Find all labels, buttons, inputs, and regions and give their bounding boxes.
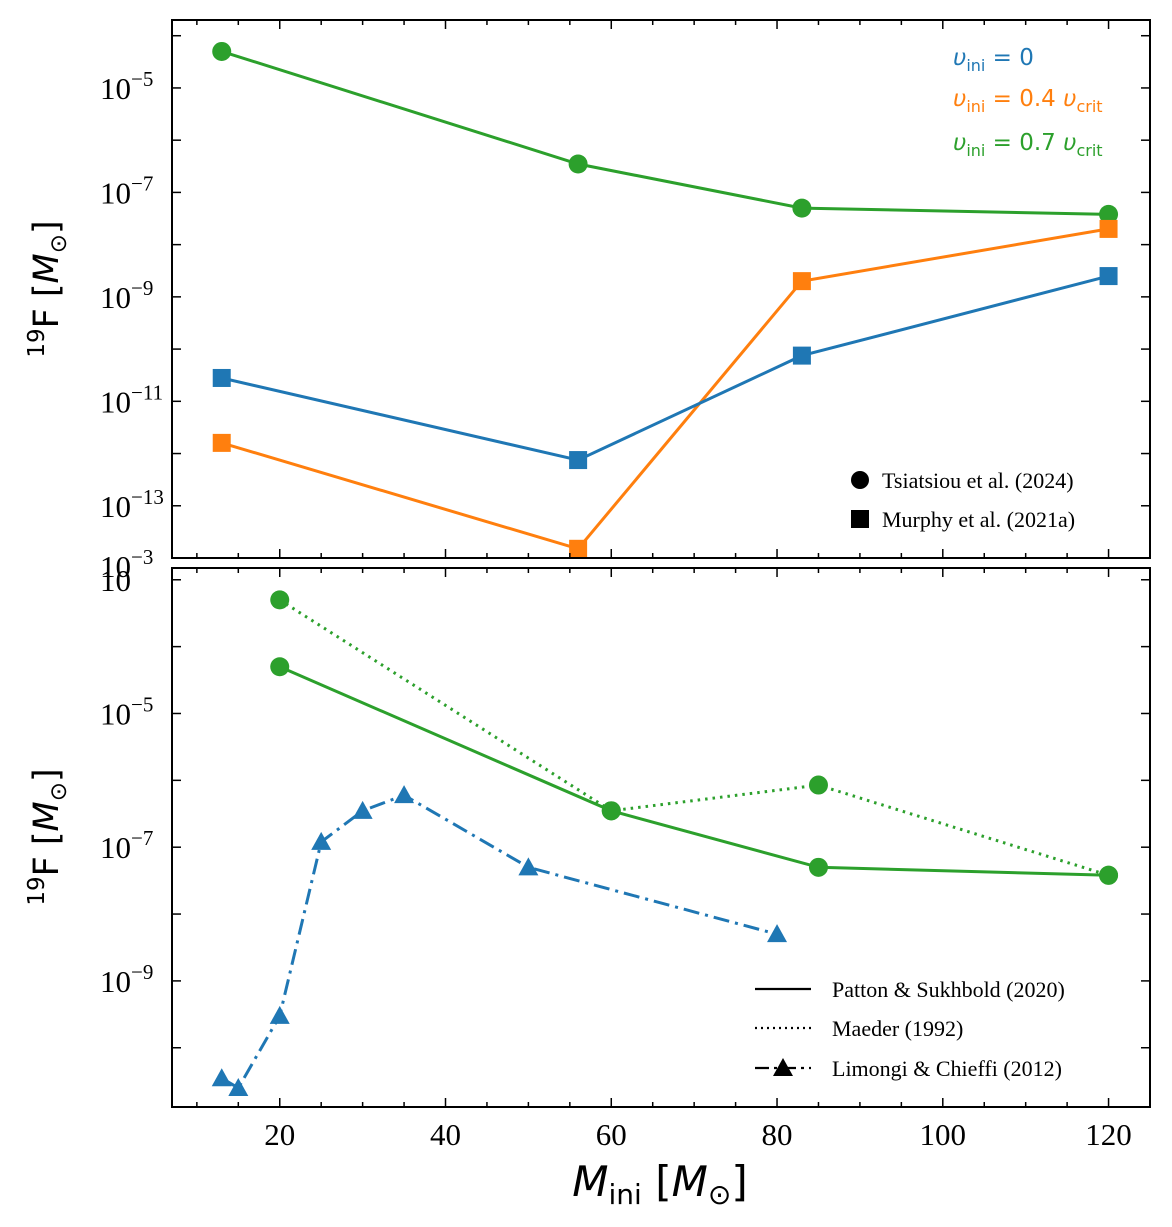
panel0-y-tick-label-4: 10−13 [100, 485, 164, 524]
legend-square-marker [851, 510, 869, 528]
panel0-series0-point2 [792, 198, 812, 218]
panel1-series0-line [279, 665, 1109, 877]
y-title-subscript: ⊙ [46, 782, 72, 801]
y-title-base: F [ [27, 831, 67, 876]
panel0-series2-line [221, 274, 1109, 462]
panel1-series2-point2 [269, 1005, 290, 1024]
x-tick-label-100: 100 [920, 1117, 967, 1152]
svg-text:19F [M⊙]: 19F [M⊙] [24, 220, 72, 357]
panel1-series0-point0 [270, 657, 290, 677]
panel1-series2-point1 [228, 1078, 249, 1097]
panel0-series1-point1 [569, 539, 588, 558]
panel1-series2-point0 [211, 1068, 232, 1087]
panel1-y-tick-label-3: 10−9 [100, 960, 153, 999]
x-tick-label-120: 120 [1085, 1117, 1132, 1152]
line-style-legend: Patton & Sukhbold (2020) Maeder (1992) L… [755, 977, 1065, 1081]
panel1-series1-point2 [808, 775, 828, 795]
svg-text:19F [M⊙]: 19F [M⊙] [24, 768, 72, 905]
panel0-y-tick-label-1: 10−7 [100, 171, 153, 210]
velocity-entry-1: υini = 0.4 υcrit [953, 86, 1103, 116]
panel1-series2-point5 [394, 785, 415, 804]
velocity-entry-2: υini = 0.7 υcrit [953, 130, 1103, 160]
legend-label-limongi: Limongi & Chieffi (2012) [832, 1056, 1062, 1081]
y-title-close: ] [27, 768, 67, 782]
panel1-series2-point4 [352, 800, 373, 819]
legend-label-maeder: Maeder (1992) [832, 1016, 963, 1041]
panel0-series0-point0 [212, 41, 232, 61]
stray-tick-label: 10−3 [100, 545, 153, 584]
legend-label-tsiatsiou: Tsiatsiou et al. (2024) [882, 468, 1074, 493]
top-plot-frame [171, 19, 1151, 559]
panel1-y-tick-label-0: 10 [100, 563, 131, 598]
legend-label-murphy: Murphy et al. (2021a) [882, 507, 1075, 532]
legend-circle-marker [851, 471, 869, 489]
panel0-y-tick-label-3: 10−11 [100, 380, 163, 419]
y-title-italic: M [27, 801, 67, 831]
panel0-series0-line [221, 49, 1109, 216]
panel0-series1-point3 [1099, 219, 1118, 238]
panel0-series2-point2 [792, 346, 811, 365]
y-title-superscript: 19 [24, 328, 50, 357]
panel1-series1-point0 [270, 590, 290, 610]
y-title-base: F [ [27, 283, 67, 328]
velocity-legend: υini = 0 υini = 0.4 υcrit υini = 0.7 υcr… [953, 45, 1103, 160]
panel0-series1-point0 [212, 433, 231, 452]
x-axis-title: Mini [M⊙] [572, 1157, 747, 1211]
panel0-series2-point3 [1099, 267, 1118, 286]
legend-label-patton: Patton & Sukhbold (2020) [832, 977, 1065, 1002]
velocity-entry-0: υini = 0 [953, 45, 1034, 75]
panel1-series2-point3 [311, 831, 332, 850]
x-tick-label-20: 20 [264, 1117, 295, 1152]
panel1-series1-point3 [1099, 865, 1119, 885]
x-tick-label-60: 60 [596, 1117, 627, 1152]
marker-legend: Tsiatsiou et al. (2024) Murphy et al. (2… [851, 468, 1075, 532]
panel0-series2-point0 [212, 368, 231, 387]
top-panel: 10−5 10−7 10−9 10−11 10−13 19F [M⊙] υini = 0… [24, 19, 1151, 559]
panel1-series1-line [278, 598, 1110, 877]
panel0-series2-point1 [569, 451, 588, 470]
x-tick-label-40: 40 [430, 1117, 461, 1152]
panel1-series1-point1 [601, 801, 621, 821]
panel0-series1-line [221, 227, 1109, 551]
y-title-superscript: 19 [24, 876, 50, 905]
y-title-close: ] [27, 220, 67, 234]
panel0-y-tick-label-0: 10−5 [100, 67, 153, 106]
top-series-layer [212, 41, 1119, 558]
bottom-ticks-layer: 20 40 60 80 100 120 10 10−5 10−7 10−9 [100, 563, 1151, 1152]
panel1-series2-point7 [767, 924, 788, 943]
y-title-italic: M [27, 253, 67, 283]
panel0-series1-point2 [792, 272, 811, 291]
top-y-axis-title: 19F [M⊙] [24, 220, 72, 357]
bottom-y-axis-title: 19F [M⊙] [24, 768, 72, 905]
legend-triangle-marker [773, 1058, 793, 1076]
bottom-series-layer [211, 590, 1119, 1097]
panel1-series2-point6 [518, 857, 539, 876]
panel0-series0-point1 [568, 154, 588, 174]
panel0-series0-point3 [1099, 204, 1119, 224]
top-ticks-layer: 10−5 10−7 10−9 10−11 10−13 [100, 20, 1151, 559]
panel1-series2-line [220, 793, 778, 1091]
bottom-plot-frame [171, 567, 1151, 1108]
panel1-y-tick-label-1: 10−5 [100, 692, 153, 731]
x-tick-label-80: 80 [762, 1117, 793, 1152]
panel1-series0-point2 [808, 857, 828, 877]
panel1-y-tick-label-2: 10−7 [100, 826, 153, 865]
y-title-subscript: ⊙ [46, 234, 72, 253]
panel0-y-tick-label-2: 10−9 [100, 276, 153, 315]
